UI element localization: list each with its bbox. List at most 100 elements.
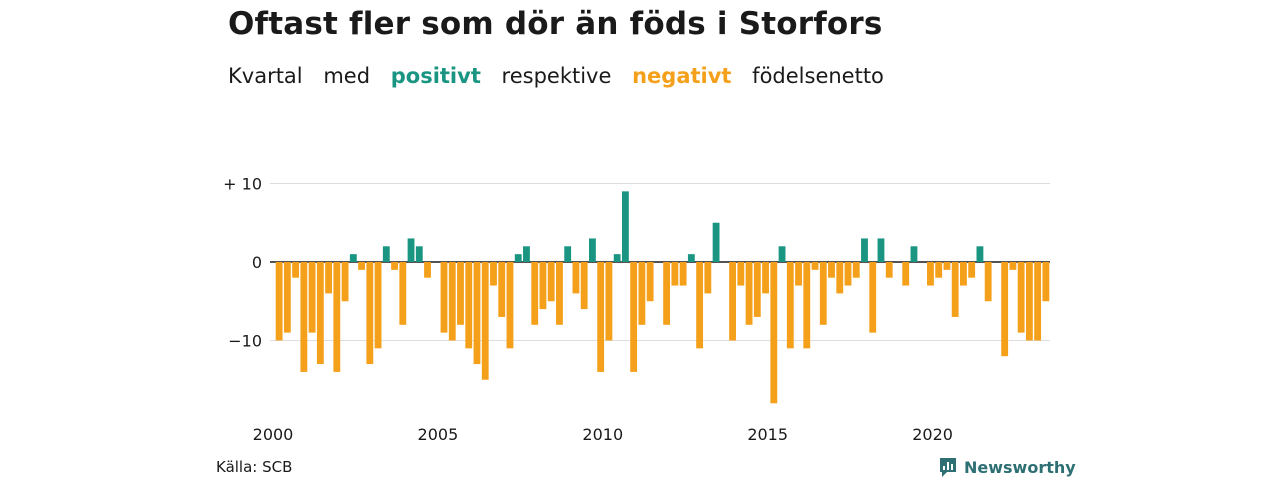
bar [712, 222, 720, 262]
bar [729, 262, 736, 341]
bar [580, 262, 588, 310]
bar [646, 262, 654, 302]
bar [696, 262, 704, 349]
bar [407, 238, 415, 262]
bar [424, 262, 431, 278]
bar [300, 262, 308, 372]
bar [514, 254, 522, 262]
x-tick-label: 2010 [582, 425, 623, 444]
bar [349, 254, 357, 262]
bar [366, 262, 374, 365]
bar [753, 262, 761, 317]
bar [531, 262, 539, 325]
bar [333, 262, 341, 372]
bar [770, 262, 778, 404]
bar [671, 262, 679, 286]
bar [539, 262, 547, 310]
source-note: Källa: SCB [216, 458, 293, 476]
bar [803, 262, 811, 349]
subtitle-word-kvartal: Kvartal [228, 64, 303, 88]
bar [844, 262, 852, 286]
bar [283, 262, 291, 333]
bar [275, 262, 283, 341]
bar [523, 246, 530, 262]
subtitle-word-respektive: respektive [501, 64, 612, 88]
bar [391, 262, 398, 270]
bar [316, 262, 324, 365]
bar [399, 262, 407, 325]
subtitle-word-med: med [323, 64, 371, 88]
bar [556, 262, 563, 325]
chart-title: Oftast fler som dör än föds i Storfors [228, 6, 883, 42]
bar [910, 246, 918, 262]
bar [613, 254, 621, 262]
bar [1009, 262, 1017, 270]
bar [935, 262, 943, 278]
bar [663, 262, 671, 325]
bar [762, 262, 769, 294]
bar [547, 262, 555, 302]
bar [951, 262, 959, 317]
bar [1017, 262, 1025, 333]
bar [786, 262, 794, 349]
bar [440, 262, 448, 333]
bar [292, 262, 300, 278]
bar [382, 246, 390, 262]
x-tick-label: 2000 [253, 425, 294, 444]
y-tick-label: −10 [228, 332, 262, 351]
bar [597, 262, 605, 372]
bar [341, 262, 349, 302]
subtitle-positive-label: positivt [390, 64, 481, 88]
bar [778, 246, 786, 262]
bar [374, 262, 382, 349]
bar [927, 262, 934, 286]
bar [984, 262, 992, 302]
bar [490, 262, 497, 286]
bar [795, 262, 802, 286]
bar [877, 238, 885, 262]
bar [572, 262, 580, 294]
bar [448, 262, 456, 341]
logo-text: Newsworthy [964, 457, 1076, 477]
bar [745, 262, 753, 325]
bar [308, 262, 316, 333]
bar [564, 246, 572, 262]
bar [679, 262, 687, 286]
bar [605, 262, 613, 341]
bar [638, 262, 646, 325]
bar [1034, 262, 1042, 341]
bar [704, 262, 712, 294]
y-tick-label: + 10 [223, 175, 262, 194]
x-tick-label: 2020 [912, 425, 953, 444]
bar [358, 262, 365, 270]
subtitle-negative-label: negativt [632, 64, 732, 88]
bar [325, 262, 333, 294]
x-tick-label: 2005 [418, 425, 459, 444]
chart-subtitle: Kvartal med positivt respektive negativt… [228, 64, 898, 88]
y-tick-label: 0 [252, 253, 262, 272]
x-tick-label: 2015 [747, 425, 788, 444]
bar [976, 246, 984, 262]
bar [819, 262, 827, 325]
newsworthy-logo: Newsworthy [938, 456, 1076, 478]
bar [506, 262, 514, 349]
bar [687, 254, 695, 262]
bar [1042, 262, 1050, 302]
bar [861, 238, 868, 262]
bar [811, 262, 819, 270]
bar [836, 262, 844, 294]
bar [960, 262, 967, 286]
bar [630, 262, 638, 372]
bar [621, 191, 629, 262]
bar [943, 262, 951, 270]
bar [1025, 262, 1033, 341]
bar [852, 262, 860, 278]
bar [498, 262, 506, 317]
bar [457, 262, 464, 325]
newsworthy-logo-icon [940, 458, 956, 477]
subtitle-word-fodelsenetto: födelsenetto [752, 64, 884, 88]
bar [968, 262, 976, 278]
bar [481, 262, 489, 380]
bar [589, 238, 596, 262]
